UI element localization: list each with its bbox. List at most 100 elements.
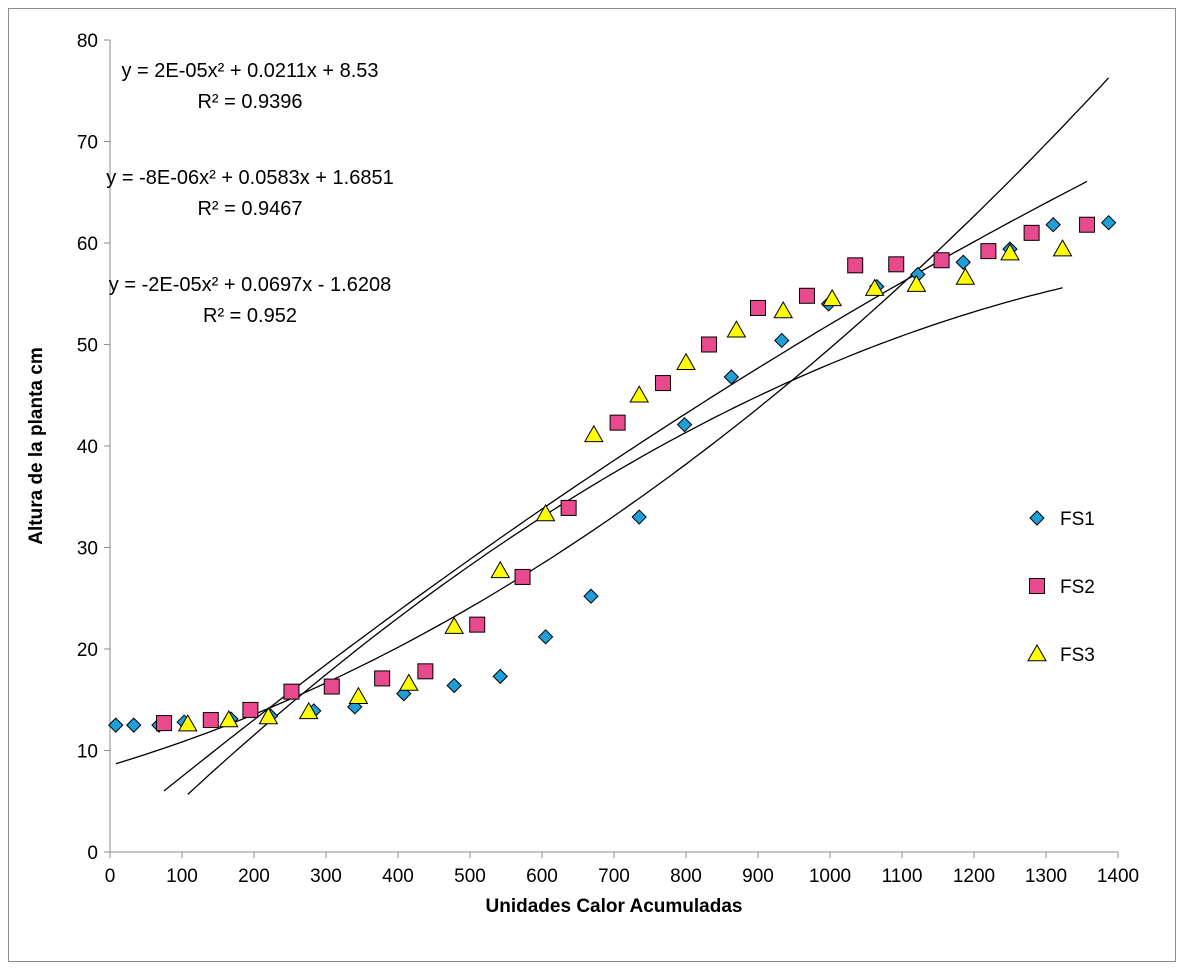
y-axis-title: Altura de la planta cm [26, 347, 47, 544]
data-point-fs2 [514, 568, 531, 585]
legend-marker-fs2 [1029, 578, 1045, 594]
x-tick-label: 800 [670, 866, 702, 887]
x-tick-label: 1300 [1025, 866, 1067, 887]
data-point-fs3 [583, 424, 604, 443]
data-point-fs2 [560, 499, 577, 516]
x-tick-label: 0 [105, 866, 116, 887]
legend-label-fs3: FS3 [1060, 645, 1095, 666]
trendline-equation-2: y = -8E-06x² + 0.0583x + 1.6851 [106, 167, 393, 189]
x-tick-label: 900 [742, 866, 774, 887]
data-point-fs2 [933, 252, 950, 269]
data-point-fs2 [417, 663, 434, 680]
data-point-fs3 [298, 701, 319, 720]
x-tick-label: 1400 [1097, 866, 1139, 887]
data-point-fs2 [374, 670, 391, 687]
data-point-fs2 [888, 256, 905, 273]
x-tick-label: 300 [310, 866, 342, 887]
data-point-fs3 [773, 300, 794, 319]
legend: FS1 FS2 FS3 [1027, 509, 1095, 666]
trendline-equation-1: y = 2E-05x² + 0.0211x + 8.53 [121, 60, 378, 82]
trendlines [115, 77, 1110, 795]
data-point-fs1 [631, 509, 647, 525]
y-tick-label: 80 [77, 31, 98, 52]
y-tick-label: 20 [77, 640, 98, 661]
chart-border [8, 8, 1176, 962]
x-tick-label: 1100 [882, 866, 923, 887]
series-FS2 [156, 216, 1096, 732]
data-point-fs2 [1023, 224, 1040, 241]
x-axis-title: Unidades Calor Acumuladas [486, 896, 743, 917]
y-tick-label: 10 [77, 742, 98, 763]
data-point-fs2 [847, 257, 864, 274]
data-point-fs3 [822, 288, 843, 307]
data-point-fs3 [398, 673, 419, 691]
data-point-fs3 [490, 560, 511, 579]
data-point-fs2 [750, 299, 766, 316]
data-point-fs2 [323, 678, 340, 695]
x-tick-label: 700 [598, 866, 630, 887]
x-tick-label: 400 [382, 866, 414, 887]
data-point-fs3 [906, 274, 927, 292]
data-point-fs1 [126, 717, 142, 733]
data-point-fs1 [492, 668, 508, 685]
data-point-fs3 [726, 320, 747, 338]
data-point-fs3 [535, 503, 556, 522]
data-point-fs2 [202, 712, 219, 729]
x-tick-label: 100 [166, 866, 198, 887]
legend-marker-fs1 [1029, 510, 1045, 526]
x-tick-label: 1200 [953, 866, 995, 887]
data-point-fs1 [583, 588, 599, 604]
y-tick-label: 0 [87, 843, 98, 864]
data-point-fs3 [258, 706, 279, 725]
data-point-fs3 [1052, 239, 1073, 257]
x-tick-label: 200 [238, 866, 270, 887]
x-tick-label: 600 [526, 866, 558, 887]
data-point-fs1 [1045, 217, 1061, 233]
data-point-fs3 [864, 278, 885, 296]
data-point-fs2 [1079, 216, 1096, 233]
legend-label-fs1: FS1 [1060, 509, 1095, 530]
data-point-fs3 [955, 267, 976, 285]
data-point-fs1 [676, 416, 693, 433]
data-point-fs2 [156, 715, 172, 732]
y-tick-label: 30 [77, 539, 98, 560]
trendline-r2-3: R² = 0.952 [203, 305, 297, 327]
data-point-fs1 [446, 677, 462, 694]
data-point-fs3 [348, 686, 369, 704]
data-point-fs3 [444, 616, 465, 634]
y-tick-label: 70 [77, 133, 98, 154]
data-point-fs3 [676, 352, 696, 371]
data-point-fs2 [701, 336, 718, 353]
trendline-r2-2: R² = 0.9467 [197, 198, 302, 220]
data-point-fs2 [654, 375, 671, 392]
data-point-fs2 [469, 616, 486, 633]
data-point-fs2 [798, 287, 815, 304]
y-tick-label: 50 [77, 336, 98, 357]
data-point-fs3 [177, 714, 198, 732]
data-point-fs2 [242, 701, 259, 718]
legend-label-fs2: FS2 [1060, 577, 1095, 598]
trendline-2 [163, 180, 1088, 792]
data-point-fs1 [723, 369, 740, 385]
data-point-fs1 [955, 254, 971, 270]
data-point-fs1 [108, 717, 124, 733]
trendline-1 [115, 77, 1110, 765]
data-point-fs1 [537, 629, 554, 645]
trendline-equations: y = 2E-05x² + 0.0211x + 8.53 R² = 0.9396 y… [106, 60, 393, 327]
y-tick-label: 40 [77, 437, 98, 458]
data-point-fs2 [283, 683, 300, 700]
data-points [108, 214, 1117, 733]
data-point-fs1 [1100, 214, 1117, 231]
trendline-equation-3: y = -2E-05x² + 0.0697x - 1.6208 [109, 274, 391, 296]
data-point-fs2 [609, 414, 626, 431]
data-point-fs3 [218, 710, 239, 728]
x-tick-label: 1000 [809, 866, 851, 887]
trendline-r2-1: R² = 0.9396 [197, 91, 302, 113]
data-point-fs3 [629, 385, 650, 403]
x-tick-label: 500 [454, 866, 486, 887]
series-FS3 [177, 239, 1073, 732]
legend-marker-fs3 [1027, 643, 1047, 662]
